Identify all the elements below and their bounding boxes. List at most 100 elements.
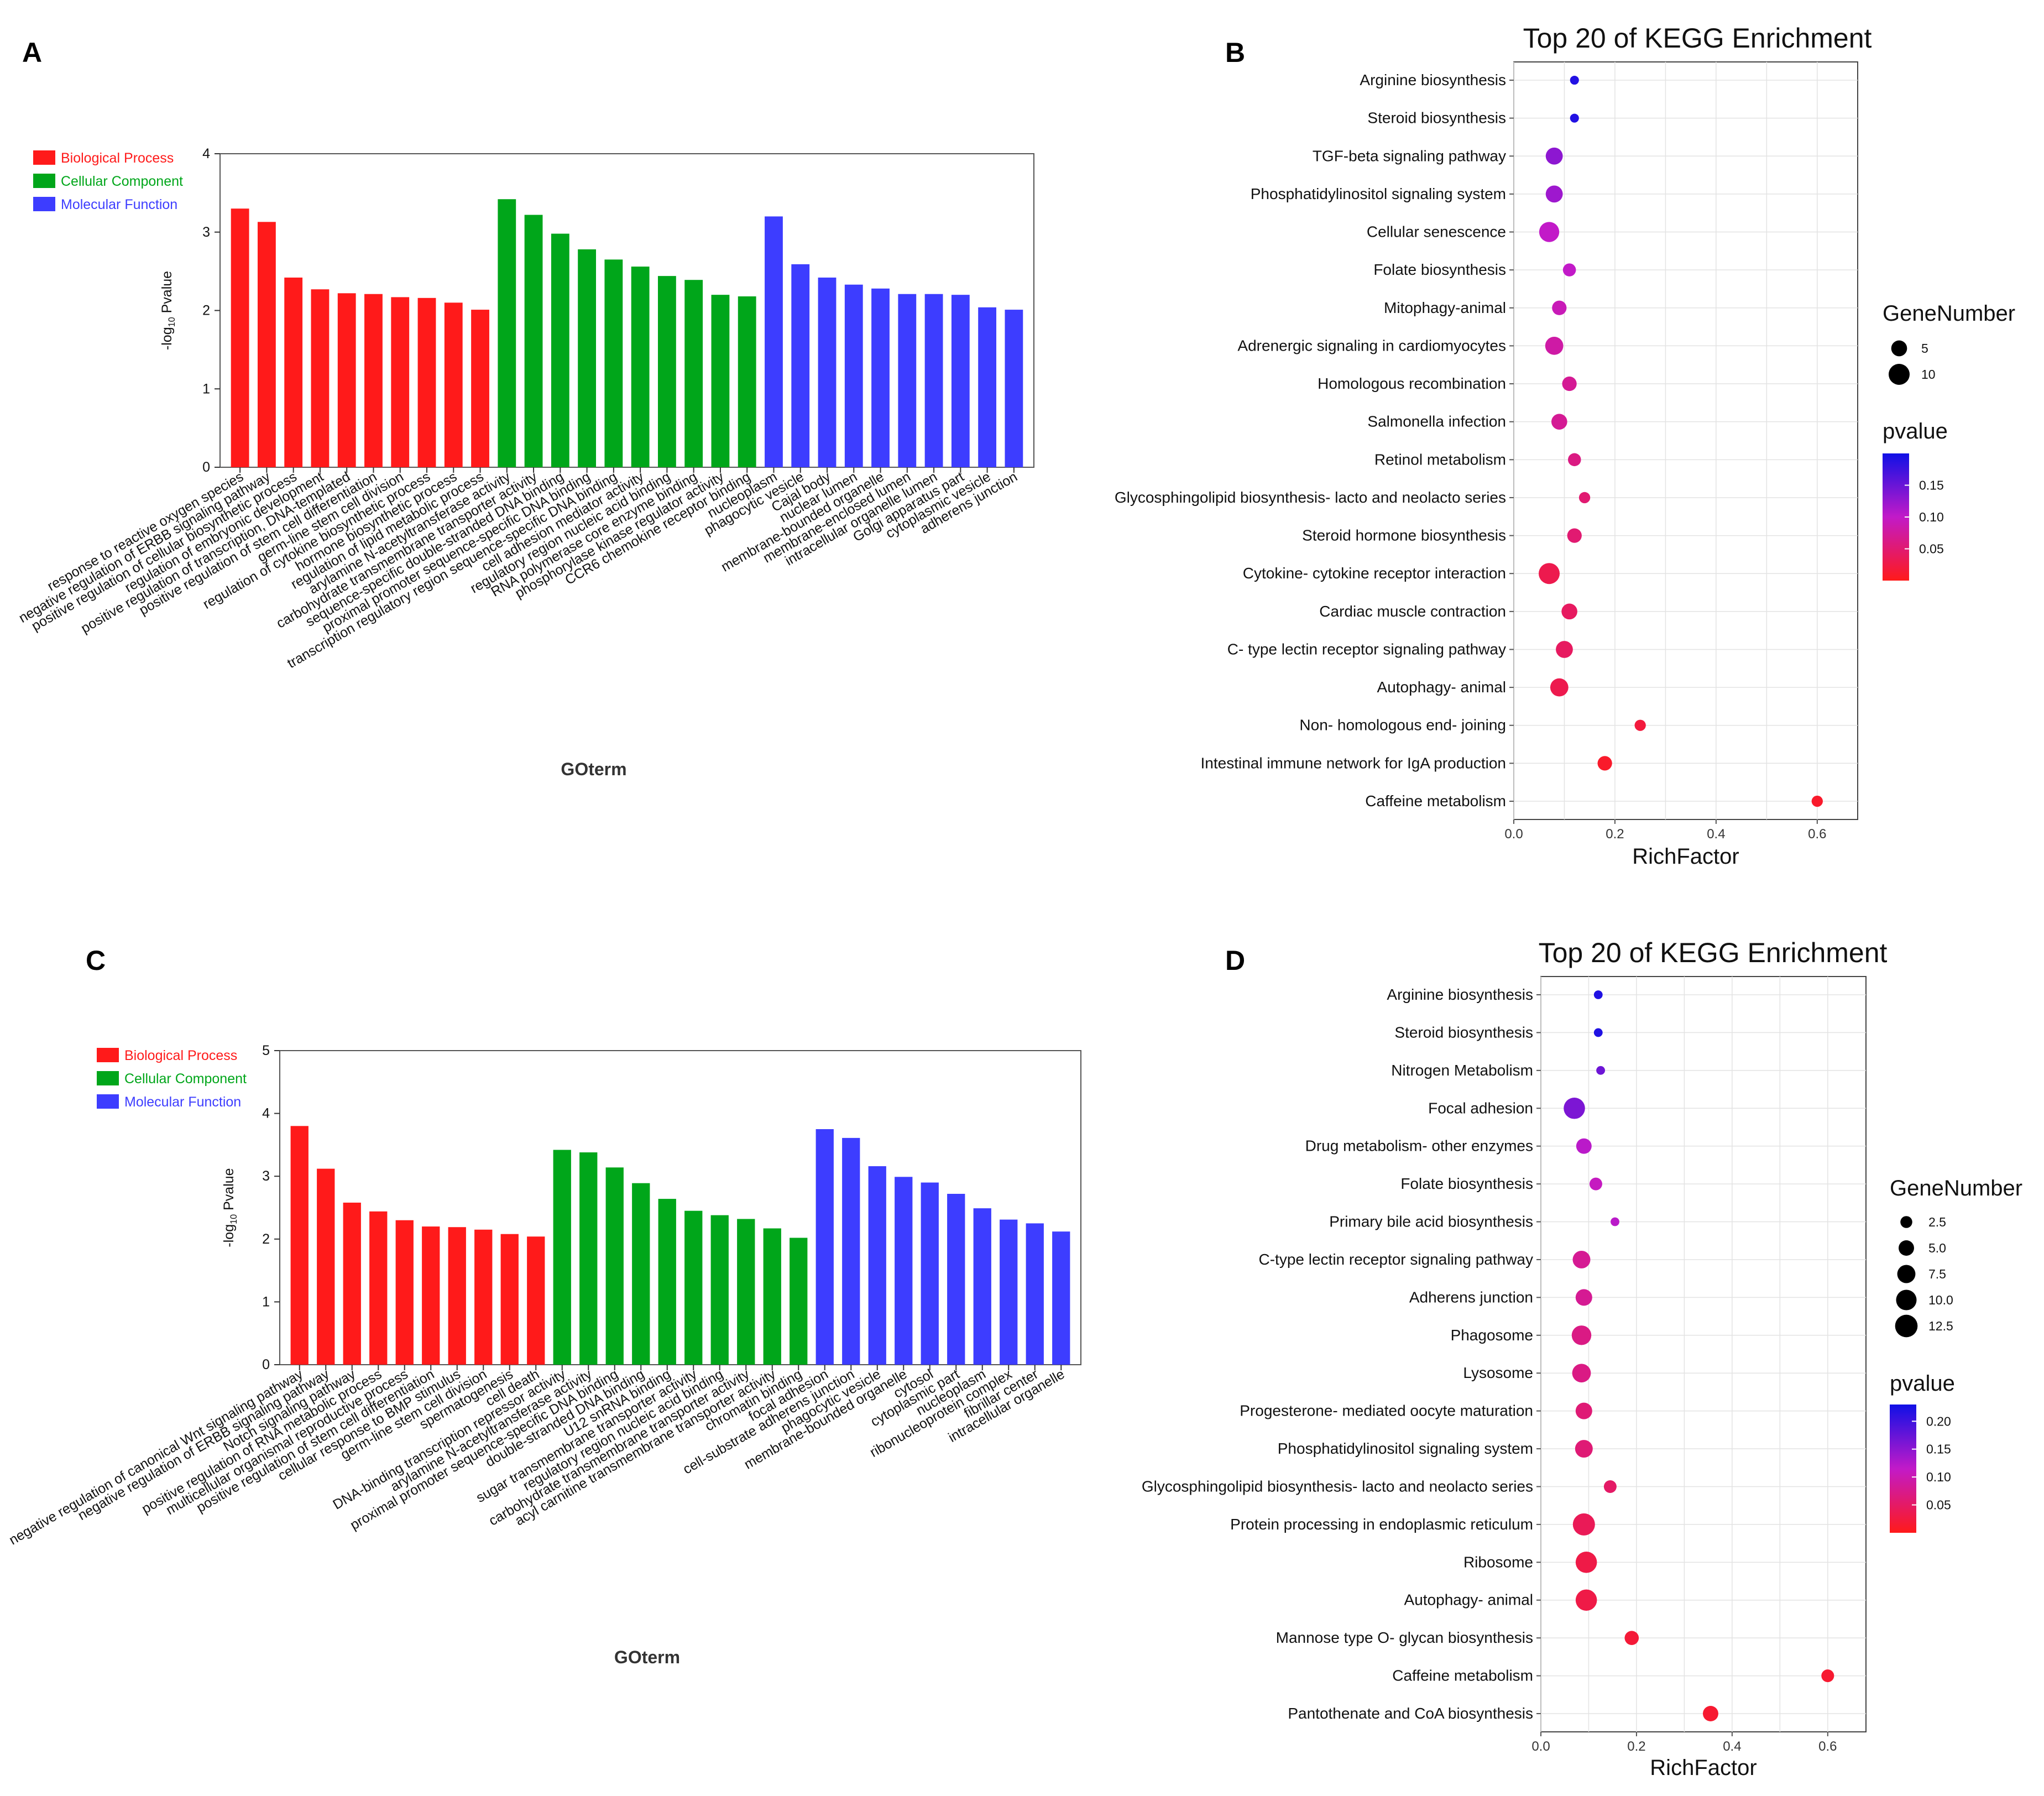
- y-tick-label-b: Arginine biosynthesis: [1360, 71, 1506, 88]
- x-tick-label-b: 0.6: [1808, 827, 1826, 842]
- bar-c: [1026, 1223, 1044, 1365]
- bar-c: [815, 1129, 834, 1365]
- bar-c: [632, 1183, 650, 1365]
- bar-a: [631, 267, 650, 467]
- data-point-d: [1589, 1177, 1602, 1191]
- bar-a: [364, 294, 383, 467]
- bar-a: [284, 277, 303, 467]
- bar-c: [579, 1152, 598, 1365]
- size-legend-label-b: 5: [1921, 341, 1928, 356]
- y-tick-label-d: Protein processing in endoplasmic reticu…: [1230, 1516, 1533, 1533]
- y-tick-label-d: Arginine biosynthesis: [1387, 986, 1533, 1003]
- bar-c: [710, 1215, 729, 1365]
- y-tick-label-c: 1: [262, 1294, 270, 1309]
- size-legend-dot-d: [1896, 1289, 1917, 1311]
- y-tick-label-d: Mannose type O- glycan biosynthesis: [1276, 1629, 1533, 1646]
- bar-a: [684, 280, 703, 467]
- data-point-b: [1578, 492, 1591, 504]
- y-tick-label-c: 2: [262, 1231, 270, 1247]
- legend-swatch-c: [97, 1048, 119, 1062]
- size-legend-label-b: 10: [1921, 367, 1936, 382]
- color-legend-label-d: 0.15: [1926, 1442, 1951, 1456]
- x-tick-label-b: 0.2: [1606, 827, 1624, 842]
- y-tick-label-d: Autophagy- animal: [1404, 1591, 1533, 1609]
- bar-c: [790, 1238, 808, 1365]
- plot-frame-c: [279, 1050, 1081, 1365]
- legend-swatch-c: [97, 1094, 119, 1109]
- data-point-b: [1545, 147, 1563, 165]
- size-legend-title-b: GeneNumber: [1883, 301, 2015, 326]
- bar-a: [738, 296, 756, 467]
- data-point-b: [1539, 563, 1560, 584]
- data-point-b: [1545, 337, 1564, 355]
- bar-c: [290, 1126, 309, 1365]
- bar-a: [871, 288, 890, 467]
- bar-c: [1052, 1231, 1070, 1365]
- bar-c: [947, 1194, 965, 1365]
- bar-a: [391, 297, 410, 467]
- y-tick-label-b: Autophagy- animal: [1377, 678, 1506, 696]
- bar-c: [605, 1167, 624, 1365]
- data-point-b: [1550, 678, 1569, 697]
- y-tick-label-b: Cytokine- cytokine receptor interaction: [1243, 565, 1506, 582]
- y-tick-label-d: Primary bile acid biosynthesis: [1329, 1213, 1533, 1230]
- y-axis-label-c: -log10 Pvalue: [221, 1168, 239, 1247]
- panel-letter-a: A: [22, 37, 43, 68]
- y-tick-label-b: Salmonella infection: [1367, 413, 1506, 430]
- bar-a: [657, 276, 676, 467]
- y-tick-label-a: 1: [202, 381, 210, 396]
- data-point-b: [1552, 300, 1567, 315]
- data-point-b: [1811, 795, 1823, 807]
- plot-frame-b: [1513, 61, 1858, 820]
- data-point-d: [1572, 1513, 1595, 1536]
- y-tick-label-b: Non- homologous end- joining: [1299, 717, 1506, 734]
- legend-label-c: Molecular Function: [124, 1094, 241, 1110]
- bar-c: [973, 1208, 991, 1365]
- y-tick-label-d: Caffeine metabolism: [1392, 1667, 1533, 1684]
- y-axis-label-a: -log10 Pvalue: [159, 271, 177, 350]
- data-point-d: [1702, 1706, 1718, 1721]
- y-tick-label-d: Nitrogen Metabolism: [1391, 1062, 1533, 1079]
- size-legend-dot-d: [1900, 1216, 1912, 1228]
- x-axis-label-d: RichFactor: [1650, 1756, 1757, 1780]
- size-legend-label-d: 2.5: [1928, 1215, 1946, 1229]
- data-point-d: [1575, 1440, 1593, 1458]
- legend-label-a: Cellular Component: [61, 174, 183, 189]
- panel-letter-c: C: [86, 945, 106, 976]
- y-tick-label-b: Cardiac muscle contraction: [1319, 603, 1506, 620]
- data-point-d: [1821, 1669, 1834, 1683]
- color-legend-label-d: 0.05: [1926, 1498, 1951, 1512]
- data-point-b: [1556, 641, 1573, 658]
- bar-c: [895, 1177, 913, 1365]
- x-axis-label-a: GOterm: [561, 759, 626, 779]
- data-point-b: [1562, 376, 1577, 391]
- data-point-d: [1575, 1289, 1592, 1306]
- size-legend-dot-b: [1891, 340, 1907, 357]
- size-legend-label-d: 10.0: [1928, 1293, 1953, 1307]
- y-tick-label-c: 0: [262, 1357, 270, 1372]
- legend-swatch-a: [33, 174, 55, 188]
- y-tick-label-b: Homologous recombination: [1318, 375, 1506, 392]
- x-tick-label-d: 0.4: [1723, 1739, 1741, 1754]
- y-tick-label-b: TGF-beta signaling pathway: [1313, 147, 1506, 164]
- x-tick-label-d: 0.2: [1627, 1739, 1645, 1754]
- data-point-b: [1562, 263, 1576, 276]
- bar-a: [471, 310, 489, 467]
- bar-c: [369, 1211, 388, 1365]
- bar-a: [924, 294, 943, 467]
- y-tick-label-d: C-type lectin receptor signaling pathway: [1259, 1251, 1533, 1268]
- color-legend-title-d: pvalue: [1890, 1371, 1955, 1396]
- data-point-d: [1576, 1138, 1592, 1154]
- bar-a: [978, 307, 997, 467]
- bar-c: [317, 1168, 335, 1365]
- legend-label-c: Cellular Component: [124, 1071, 247, 1087]
- bar-c: [553, 1150, 571, 1365]
- bar-a: [231, 208, 249, 467]
- legend-label-c: Biological Process: [124, 1048, 237, 1063]
- legend-label-a: Biological Process: [61, 150, 174, 166]
- data-point-d: [1572, 1364, 1591, 1383]
- y-tick-label-b: Glycosphingolipid biosynthesis- lacto an…: [1115, 489, 1506, 506]
- y-tick-label-b: Retinol metabolism: [1374, 451, 1506, 468]
- panel-d-kegg-bubble-chart: Arginine biosynthesis Steroid biosynthesi…: [1142, 937, 2022, 1780]
